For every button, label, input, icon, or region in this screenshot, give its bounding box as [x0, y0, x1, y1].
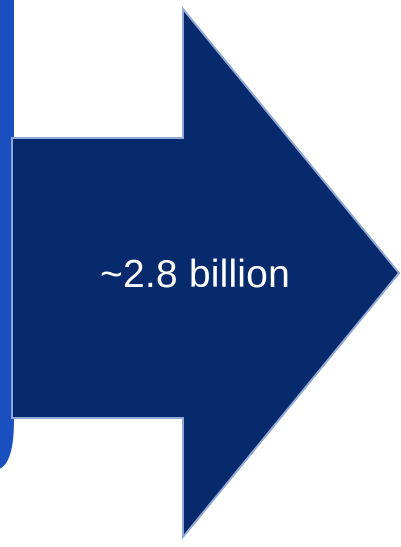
arrow-label: ~2.8 billion	[100, 253, 290, 296]
left-box-shape	[0, 0, 14, 469]
right-arrow-shape	[11, 6, 401, 540]
